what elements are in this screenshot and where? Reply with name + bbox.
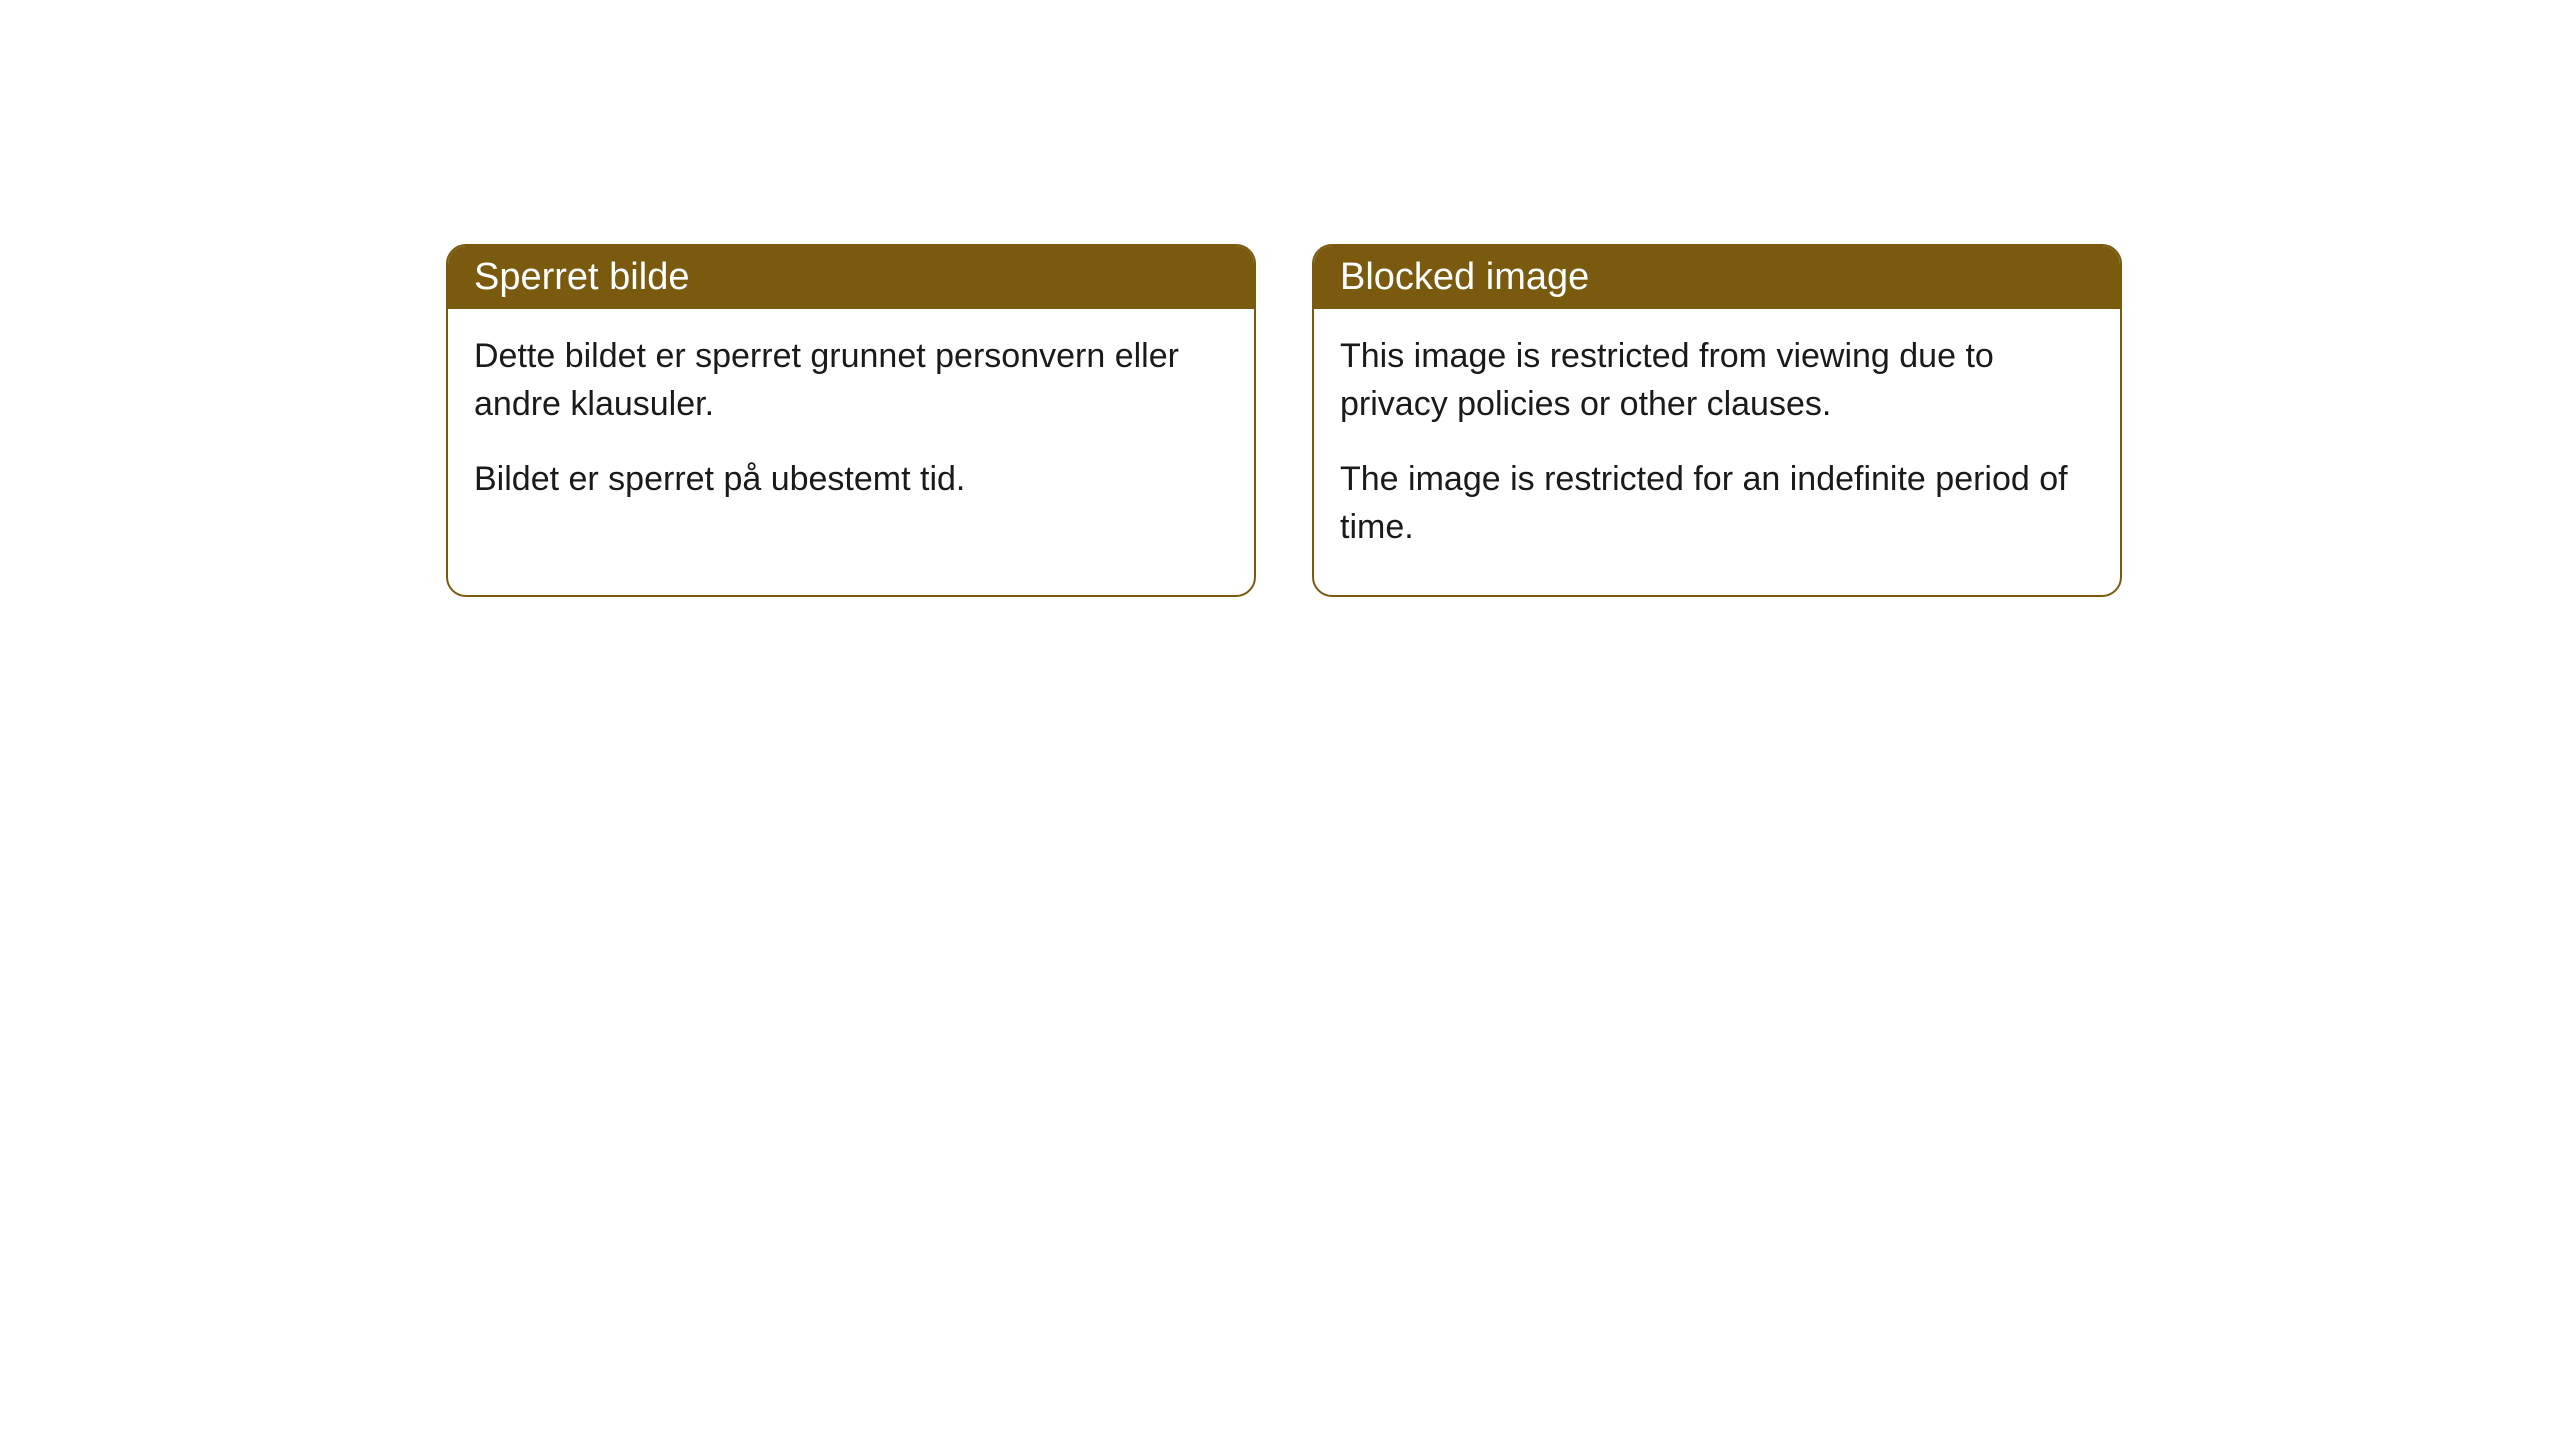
card-paragraph: This image is restricted from viewing du… — [1340, 333, 2094, 428]
card-paragraph: Dette bildet er sperret grunnet personve… — [474, 333, 1228, 428]
notice-card-norwegian: Sperret bilde Dette bildet er sperret gr… — [446, 244, 1256, 597]
card-paragraph: Bildet er sperret på ubestemt tid. — [474, 456, 1228, 504]
card-header: Blocked image — [1314, 246, 2120, 309]
card-paragraph: The image is restricted for an indefinit… — [1340, 456, 2094, 551]
card-header: Sperret bilde — [448, 246, 1254, 309]
card-body: Dette bildet er sperret grunnet personve… — [448, 309, 1254, 548]
notice-cards-container: Sperret bilde Dette bildet er sperret gr… — [0, 0, 2560, 597]
notice-card-english: Blocked image This image is restricted f… — [1312, 244, 2122, 597]
card-body: This image is restricted from viewing du… — [1314, 309, 2120, 595]
